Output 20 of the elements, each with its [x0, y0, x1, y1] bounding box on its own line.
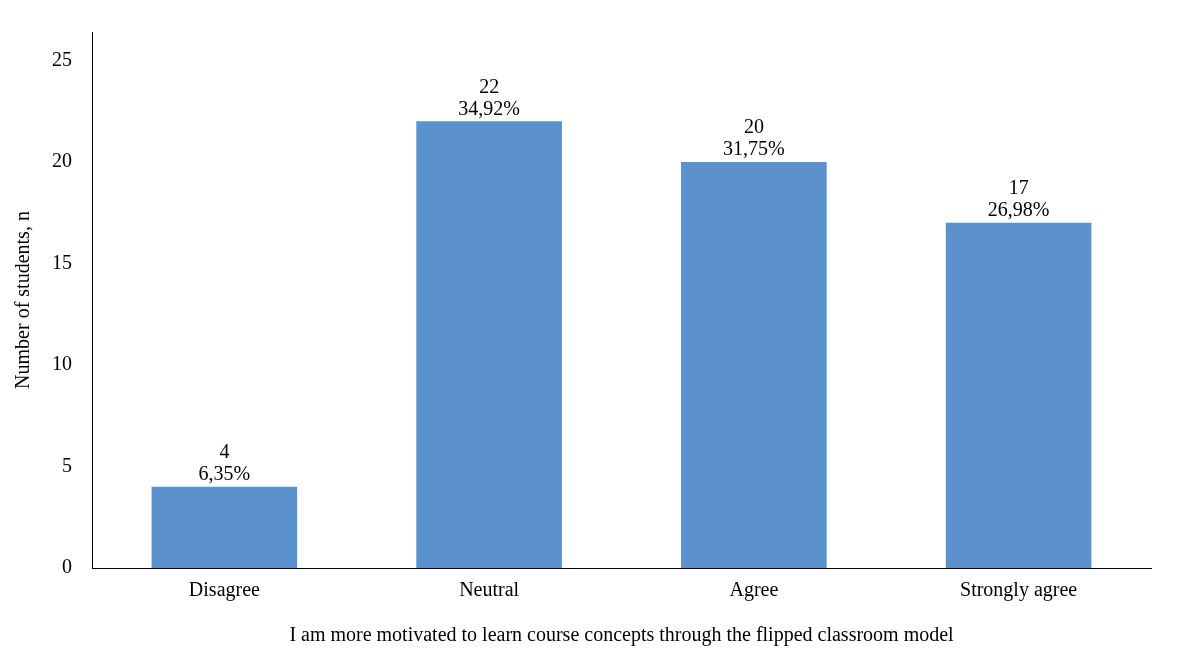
y-tick-label: 5	[62, 453, 72, 476]
data-label: 4 6,35%	[198, 440, 251, 485]
y-tick-label: 20	[52, 149, 72, 172]
x-tick-label: Strongly agree	[960, 578, 1078, 602]
x-axis-title: I am more motivated to learn course concepts through the flipped classroom model	[289, 623, 955, 647]
x-tick-label: Agree	[729, 578, 779, 602]
x-tick-label: Neutral	[459, 578, 520, 601]
y-tick-label: 25	[52, 47, 72, 70]
data-label: 22 34,92%	[458, 74, 520, 119]
bar	[681, 161, 827, 568]
bar	[416, 121, 562, 568]
y-axis-title: Number of students, n	[11, 211, 34, 389]
y-tick-label: 15	[52, 250, 72, 273]
bar	[945, 222, 1092, 568]
data-label: 20 31,75%	[723, 115, 785, 160]
y-tick-label: 0	[62, 555, 72, 578]
x-tick-label: Disagree	[188, 578, 261, 602]
y-tick-label: 10	[52, 352, 72, 375]
bar	[151, 486, 298, 568]
data-label: 17 26,98%	[987, 176, 1050, 221]
